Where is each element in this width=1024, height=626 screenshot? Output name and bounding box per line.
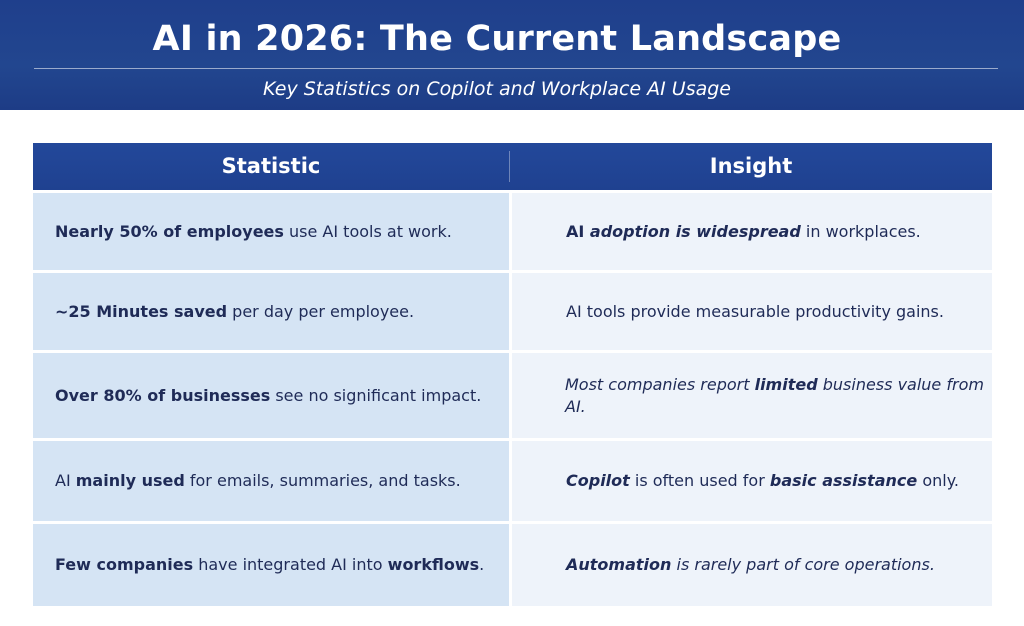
text-run: business value from AI. — [565, 374, 984, 416]
insight-cell: Most companies report limited business v… — [512, 353, 992, 438]
insight-text: AI adoption is widespread in workplaces. — [566, 221, 921, 243]
insight-cell: AI tools provide measurable productivity… — [512, 273, 992, 350]
text-run: use AI tools at work. — [283, 221, 452, 241]
statistic-text: Few companies have integrated AI into wo… — [55, 554, 484, 576]
column-header-statistic: Statistic — [221, 154, 321, 178]
page-title: AI in 2026: The Current Landscape — [152, 19, 842, 59]
text-run: AI tools provide measurable productivity… — [566, 301, 944, 321]
text-run: in workplaces. — [800, 221, 921, 241]
column-header-insight: Insight — [709, 154, 793, 178]
text-run: only. — [917, 471, 959, 490]
text-run: workflows — [387, 555, 480, 574]
header-banner: AI in 2026: The Current Landscape Key St… — [0, 0, 1024, 110]
table-row: ~25 Minutes saved per day per employee. … — [33, 273, 992, 350]
text-run: Copilot — [566, 471, 630, 490]
text-run: limited — [754, 374, 818, 394]
text-run: is rarely part of core operations. — [671, 555, 935, 574]
table-row: Few companies have integrated AI into wo… — [33, 524, 992, 606]
header-column-divider — [509, 151, 510, 182]
insight-cell: Automation is rarely part of core operat… — [512, 524, 992, 606]
text-run: Few companies — [55, 555, 194, 574]
text-run: mainly used — [75, 471, 185, 490]
text-run: ~25 Minutes saved — [55, 301, 228, 321]
page-subtitle: Key Statistics on Copilot and Workplace … — [263, 78, 731, 100]
statistic-cell: Nearly 50% of employees use AI tools at … — [33, 193, 509, 270]
statistic-cell: Few companies have integrated AI into wo… — [33, 524, 509, 606]
insight-text: AI tools provide measurable productivity… — [566, 301, 944, 323]
statistic-text: Over 80% of businesses see no significan… — [55, 385, 481, 407]
statistic-cell: ~25 Minutes saved per day per employee. — [33, 273, 509, 350]
table-row: AI mainly used for emails, summaries, an… — [33, 441, 992, 521]
text-run: basic assistance — [769, 471, 918, 490]
text-run: AI — [55, 471, 76, 490]
text-run: Nearly 50% of employees — [55, 221, 284, 241]
table-header: Statistic Insight — [33, 143, 992, 190]
statistic-cell: Over 80% of businesses see no significan… — [33, 353, 509, 438]
text-run: Over 80% of businesses — [55, 385, 271, 405]
statistic-text: Nearly 50% of employees use AI tools at … — [55, 221, 452, 243]
table-row: Nearly 50% of employees use AI tools at … — [33, 193, 992, 270]
insight-text: Automation is rarely part of core operat… — [566, 554, 935, 576]
text-run: have integrated AI into — [193, 555, 388, 574]
insight-text: Most companies report limited business v… — [565, 374, 992, 418]
table-row: Over 80% of businesses see no significan… — [33, 353, 992, 438]
statistics-table: Statistic Insight Nearly 50% of employee… — [33, 143, 992, 606]
text-run: is often used for — [629, 471, 770, 490]
text-run: see no significant impact. — [270, 385, 482, 405]
text-run: . — [479, 555, 485, 574]
statistic-text: AI mainly used for emails, summaries, an… — [55, 470, 461, 492]
text-run: for emails, summaries, and tasks. — [184, 471, 461, 490]
text-run: per day per employee. — [227, 301, 415, 321]
text-run: AI — [566, 221, 590, 241]
text-run: Automation — [566, 555, 672, 574]
text-run: Most companies report — [565, 374, 755, 394]
insight-text: Copilot is often used for basic assistan… — [566, 470, 959, 492]
text-run: adoption is widespread — [589, 221, 801, 241]
statistic-cell: AI mainly used for emails, summaries, an… — [33, 441, 509, 521]
statistic-text: ~25 Minutes saved per day per employee. — [55, 301, 414, 323]
header-divider — [34, 68, 998, 69]
insight-cell: Copilot is often used for basic assistan… — [512, 441, 992, 521]
insight-cell: AI adoption is widespread in workplaces. — [512, 193, 992, 270]
